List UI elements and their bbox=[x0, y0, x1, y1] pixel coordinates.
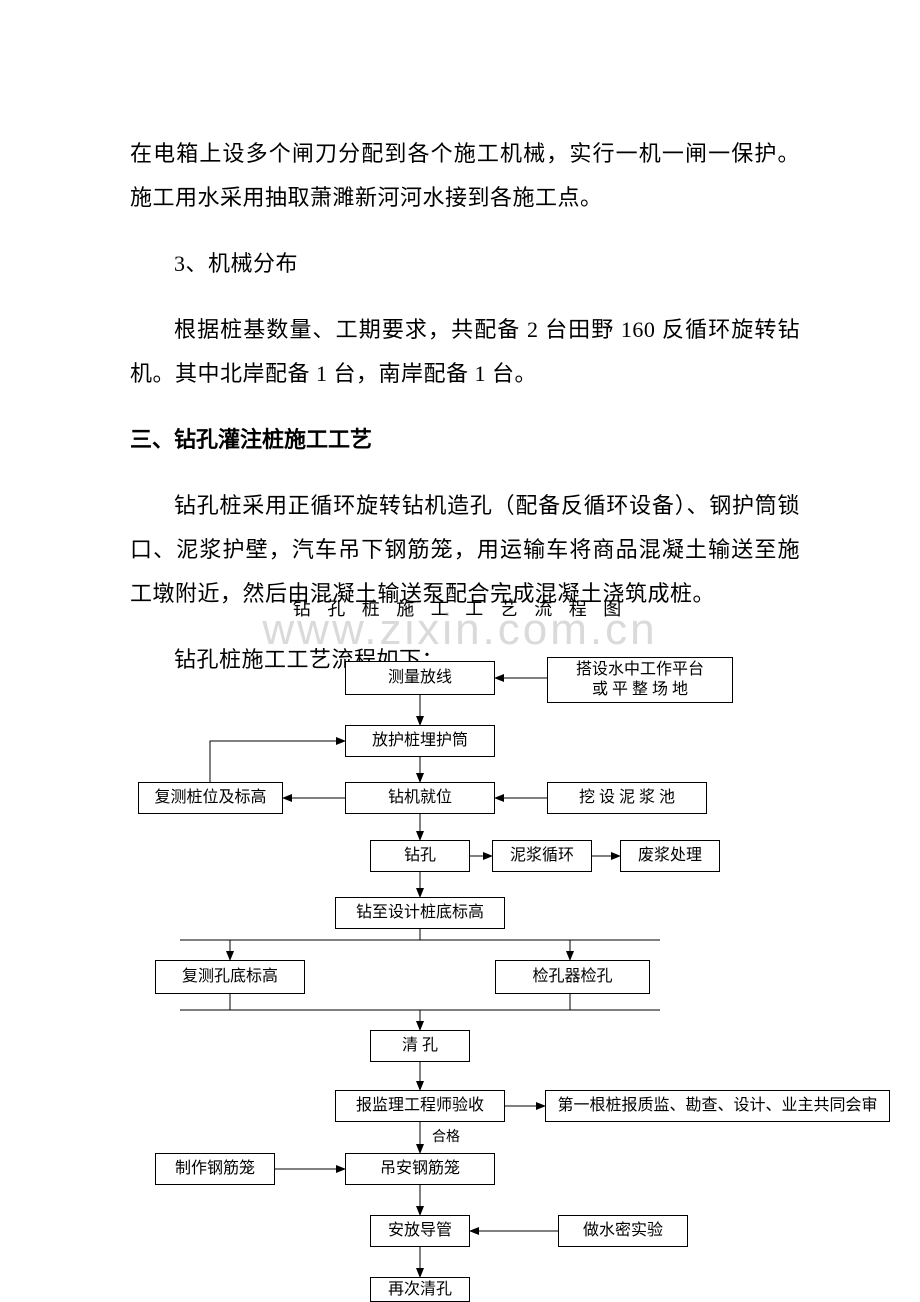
flow-node-n_mudpit: 挖 设 泥 浆 池 bbox=[547, 782, 707, 814]
flow-node-n_recheck: 复测桩位及标高 bbox=[138, 782, 283, 814]
flow-node-n_drill: 钻孔 bbox=[370, 840, 470, 872]
flow-node-n_clean: 清 孔 bbox=[370, 1030, 470, 1062]
flow-node-n_reclean: 再次清孔 bbox=[370, 1277, 470, 1302]
flow-node-n_review: 第一根桩报质监、勘查、设计、业主共同会审 bbox=[545, 1090, 890, 1122]
flow-node-n_tremie: 安放导管 bbox=[370, 1215, 470, 1247]
flow-node-n_checker: 检孔器检孔 bbox=[495, 960, 650, 994]
flow-node-n_makecage: 制作钢筋笼 bbox=[155, 1153, 275, 1185]
flowchart-container: 测量放线 搭设水中工作平台或 平 整 场 地放护桩埋护筒复测桩位及标高 钻机就位 挖 … bbox=[0, 0, 920, 1302]
flow-node-n_survey: 测量放线 bbox=[345, 661, 495, 695]
flow-node-n_inspect: 报监理工程师验收 bbox=[335, 1090, 505, 1122]
flow-node-n_mudcirc: 泥浆循环 bbox=[492, 840, 592, 872]
document-page: 在电箱上设多个闸刀分配到各个施工机械，实行一机一闸一保护。施工用水采用抽取萧濉新… bbox=[0, 0, 920, 1302]
flow-node-n_waste: 废浆处理 bbox=[620, 840, 720, 872]
flow-node-n_rebtm: 复测孔底标高 bbox=[155, 960, 305, 994]
flow-label-pass: 合格 bbox=[432, 1126, 460, 1146]
flow-node-n_hangcage: 吊安钢筋笼 bbox=[345, 1153, 495, 1185]
flow-node-n_platform: 搭设水中工作平台或 平 整 场 地 bbox=[547, 657, 733, 703]
flowchart-title: 钻 孔 桩 施 工 工 艺 流 程 图 bbox=[0, 595, 920, 621]
flow-node-n_drillset: 钻机就位 bbox=[345, 782, 495, 814]
flow-node-n_casing: 放护桩埋护筒 bbox=[345, 725, 495, 757]
flow-node-n_watertest: 做水密实验 bbox=[558, 1215, 688, 1247]
flow-node-n_depth: 钻至设计桩底标高 bbox=[335, 897, 505, 929]
